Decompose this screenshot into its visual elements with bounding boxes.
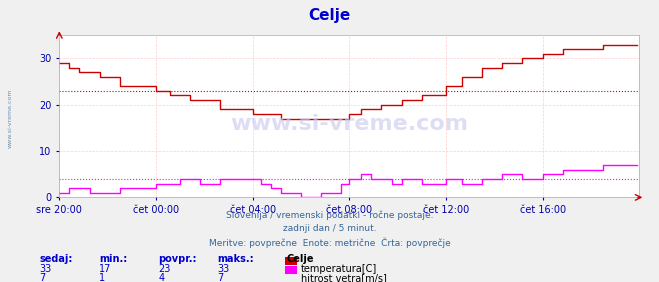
Text: sedaj:: sedaj: (40, 254, 73, 264)
Text: hitrost vetra[m/s]: hitrost vetra[m/s] (301, 273, 387, 282)
Text: povpr.:: povpr.: (158, 254, 196, 264)
Text: 17: 17 (99, 264, 111, 274)
Text: 4: 4 (158, 273, 164, 282)
Text: www.si-vreme.com: www.si-vreme.com (8, 89, 13, 148)
Text: 33: 33 (40, 264, 52, 274)
Text: maks.:: maks.: (217, 254, 254, 264)
Text: Celje: Celje (287, 254, 314, 264)
Text: 7: 7 (40, 273, 45, 282)
Text: Meritve: povprečne  Enote: metrične  Črta: povprečje: Meritve: povprečne Enote: metrične Črta:… (209, 237, 450, 248)
Text: Slovenija / vremenski podatki - ročne postaje.: Slovenija / vremenski podatki - ročne po… (226, 210, 433, 220)
Text: Celje: Celje (308, 8, 351, 23)
Text: zadnji dan / 5 minut.: zadnji dan / 5 minut. (283, 224, 376, 233)
Text: 23: 23 (158, 264, 171, 274)
Text: 7: 7 (217, 273, 223, 282)
Text: 33: 33 (217, 264, 230, 274)
Text: temperatura[C]: temperatura[C] (301, 264, 378, 274)
Text: www.si-vreme.com: www.si-vreme.com (230, 114, 469, 135)
Text: 1: 1 (99, 273, 105, 282)
Text: min.:: min.: (99, 254, 127, 264)
